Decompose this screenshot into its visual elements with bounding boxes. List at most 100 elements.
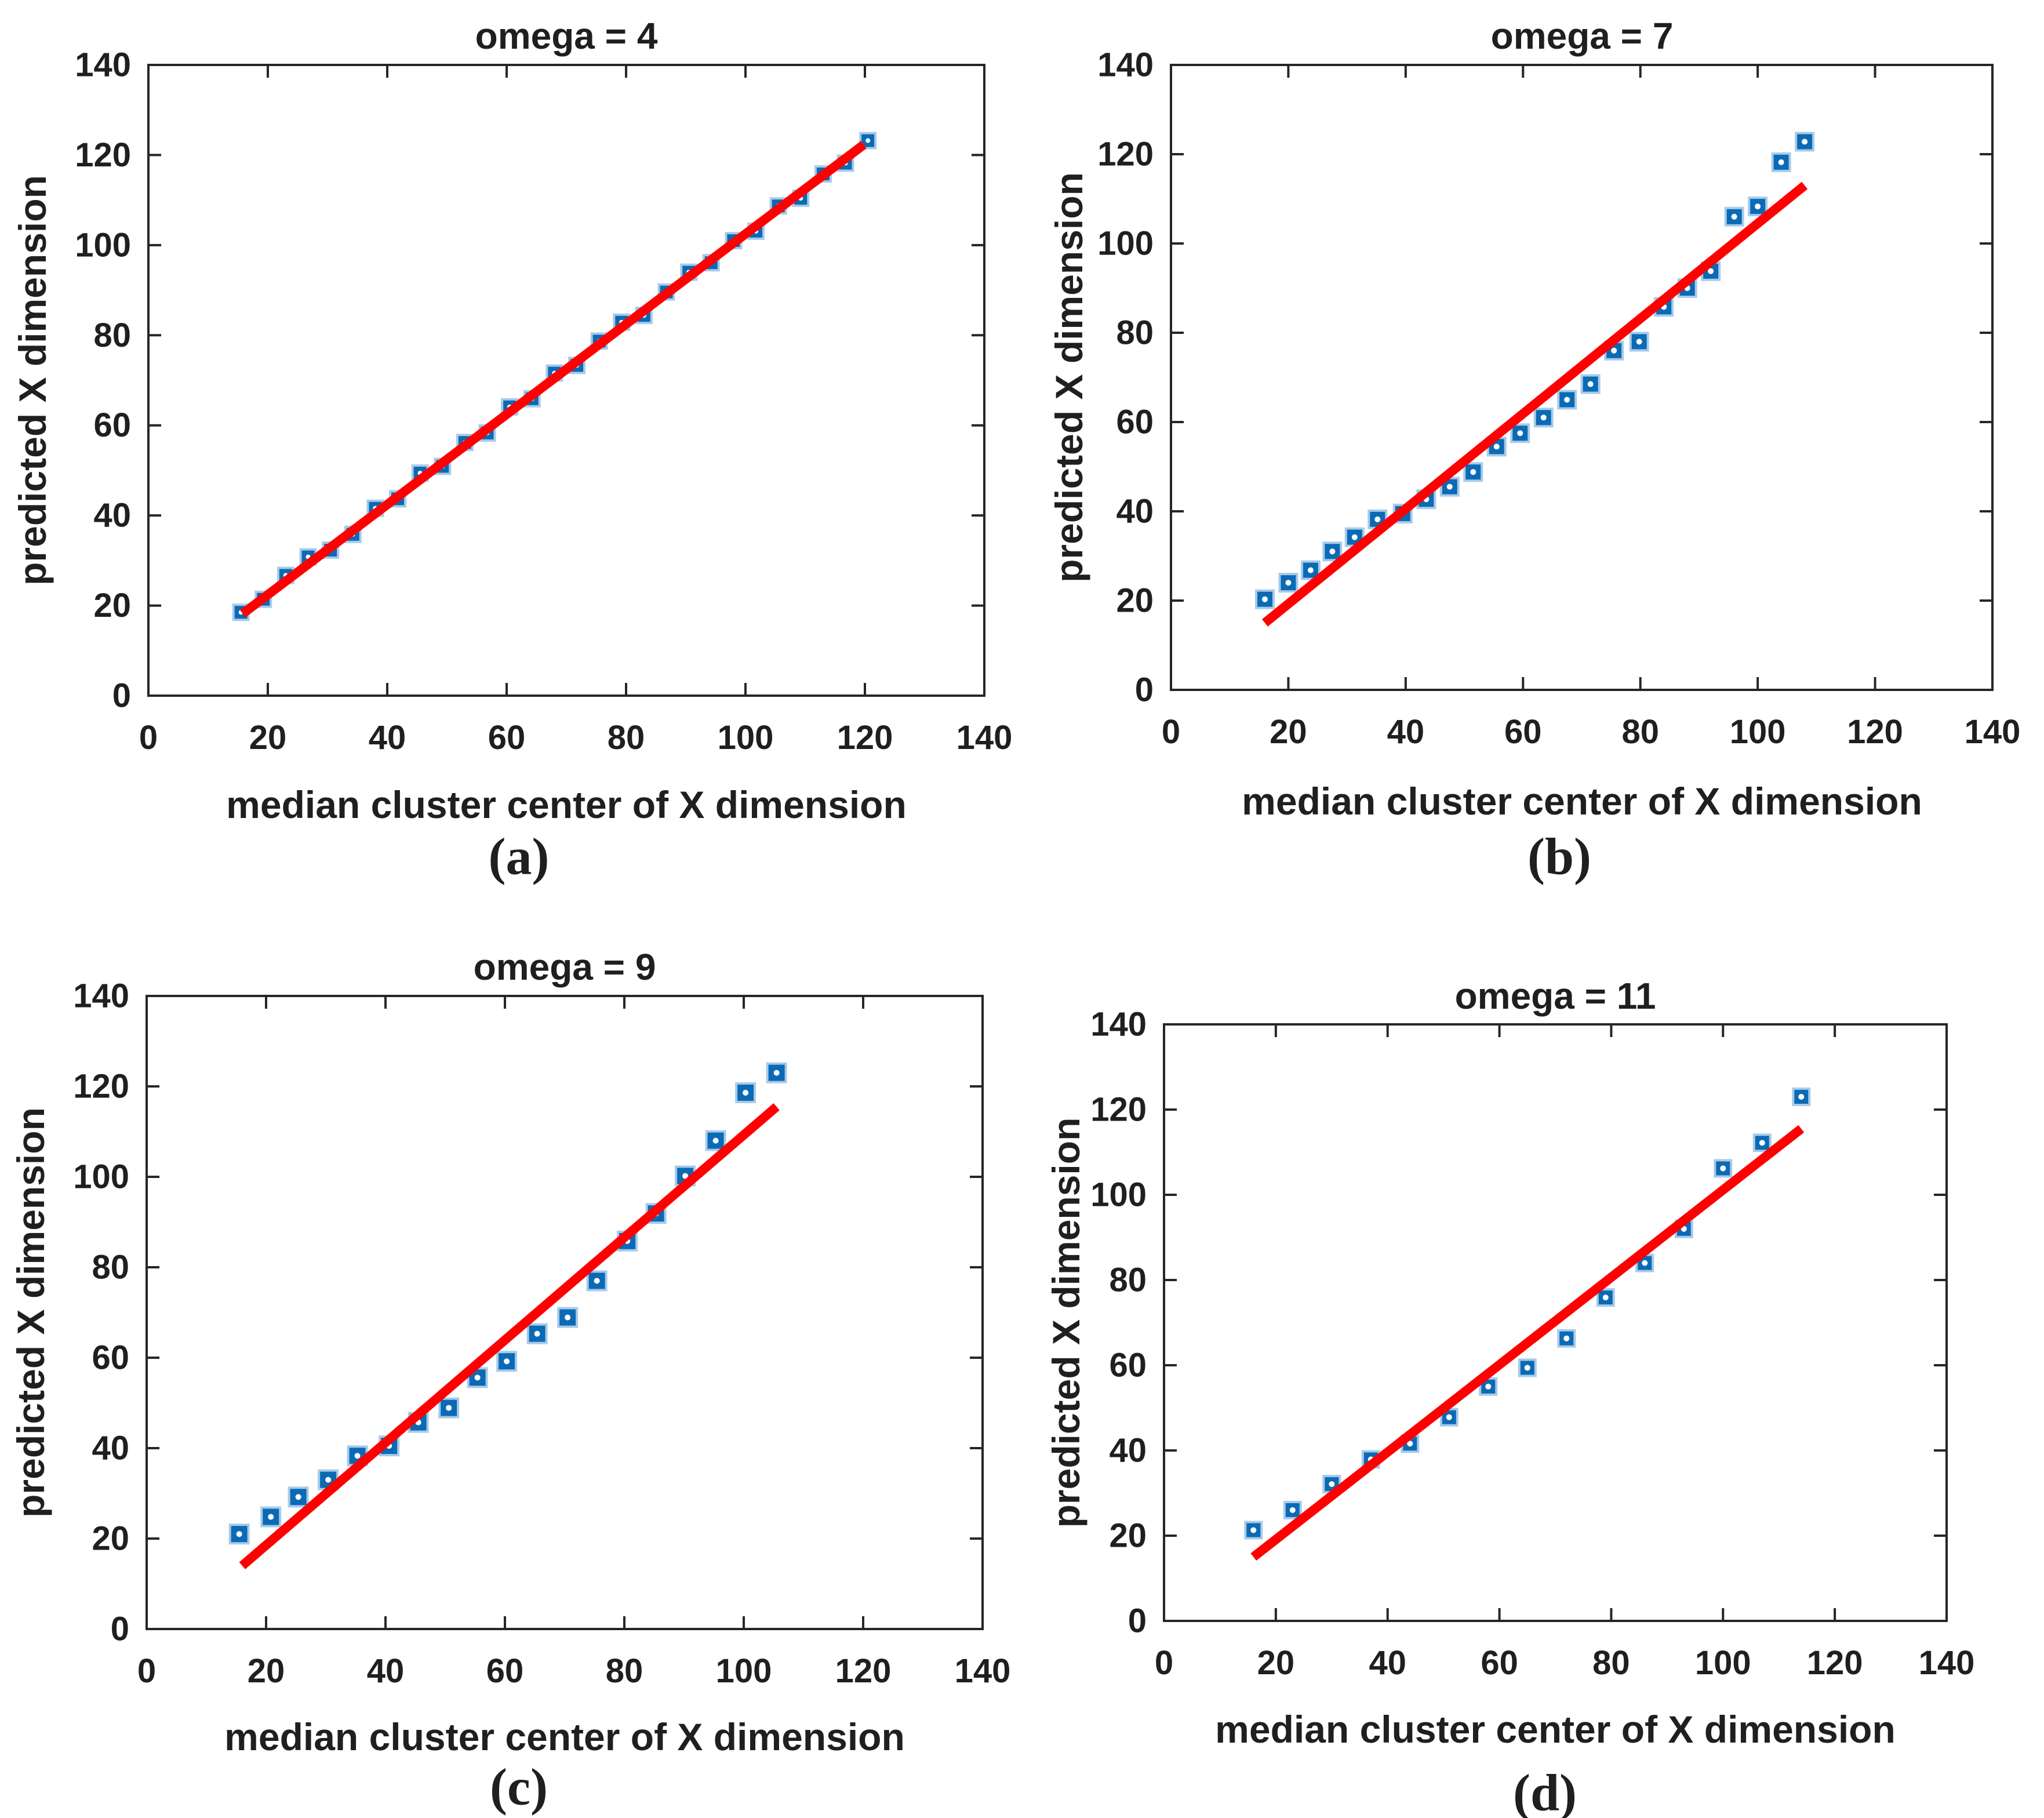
y-tick-label: 20 [1109, 1517, 1147, 1555]
scatter-point-center-dot [504, 1358, 510, 1365]
y-tick-label: 40 [92, 1430, 129, 1467]
scatter-point-center-dot [743, 1089, 749, 1096]
scatter-point-center-dot [1517, 430, 1523, 437]
y-tick-label: 20 [1116, 582, 1154, 620]
x-tick-label: 0 [139, 719, 158, 757]
y-tick-label: 100 [1090, 1176, 1147, 1214]
x-tick-label: 40 [1369, 1644, 1406, 1682]
x-tick-label: 120 [1847, 713, 1903, 751]
subfigure-caption: (c) [490, 1759, 548, 1816]
scatter-point-center-dot [1307, 567, 1314, 573]
scatter-point-center-dot [1636, 339, 1642, 345]
y-tick-label: 0 [111, 1610, 129, 1648]
x-tick-label: 80 [1621, 713, 1659, 751]
fit-line [1250, 1125, 1805, 1561]
y-tick-label: 60 [92, 1339, 129, 1377]
scatter-point-center-dot [1720, 1165, 1726, 1172]
y-tick-label: 80 [92, 1249, 129, 1286]
y-tick-label: 120 [1090, 1091, 1147, 1129]
axis-box [147, 64, 985, 697]
scatter-point-center-dot [534, 1330, 540, 1337]
scatter-point-center-dot [773, 1070, 780, 1076]
scatter-point-center-dot [325, 1477, 332, 1483]
x-tick-label: 20 [1270, 713, 1307, 751]
x-tick-label: 20 [249, 719, 287, 757]
subfigure-caption: (d) [1513, 1765, 1577, 1818]
x-tick-label: 100 [716, 1652, 772, 1690]
scatter-point-center-dot [1587, 381, 1594, 387]
scatter-point [1557, 390, 1577, 410]
chart-title: omega = 4 [475, 15, 658, 57]
x-tick-label: 80 [1592, 1644, 1630, 1682]
x-axis-label: median cluster center of X dimension [1242, 780, 1922, 823]
scatter-point-center-dot [1329, 548, 1336, 555]
y-tick-label: 140 [1097, 46, 1154, 84]
y-tick-label: 140 [75, 46, 131, 84]
x-axis-label: median cluster center of X dimension [226, 783, 907, 826]
scatter-point-center-dot [1611, 347, 1617, 354]
x-axis-label: median cluster center of X dimension [224, 1715, 905, 1758]
subfigure-caption: (a) [489, 828, 550, 886]
x-tick-label: 60 [488, 719, 526, 757]
axis-box [1170, 64, 1994, 691]
x-tick-label: 20 [248, 1652, 285, 1690]
x-tick-label: 120 [835, 1652, 892, 1690]
x-tick-label: 120 [1807, 1644, 1863, 1682]
scatter-point-center-dot [1407, 1441, 1413, 1447]
y-tick-label: 120 [75, 136, 131, 174]
scatter-point-center-dot [236, 1531, 242, 1537]
y-tick-label: 40 [1116, 493, 1154, 530]
scatter-point-center-dot [1250, 1527, 1257, 1533]
y-tick-label: 140 [1090, 1006, 1147, 1043]
x-tick-label: 80 [608, 719, 645, 757]
y-tick-label: 140 [73, 977, 129, 1015]
x-tick-label: 60 [486, 1652, 524, 1690]
chart-panel-c: 0 20 40 60 80 100 120 140 0 20 40 60 80 100 120 140 omeg… [9, 946, 1011, 1816]
scatter-point-center-dot [594, 1278, 600, 1284]
x-tick-label: 100 [1695, 1644, 1751, 1682]
scatter-point-center-dot [565, 1314, 571, 1321]
y-tick-label: 80 [93, 317, 131, 354]
scatter-point-center-dot [295, 1494, 301, 1500]
scatter-point-center-dot [1261, 596, 1268, 602]
x-tick-label: 0 [137, 1652, 156, 1690]
scatter-point-center-dot [268, 1514, 274, 1520]
y-tick-label: 120 [1097, 136, 1154, 173]
scatter-point-center-dot [1524, 1365, 1530, 1371]
scatter-point-center-dot [1708, 268, 1714, 274]
chart-panel-a: 0 20 40 60 80 100 120 140 0 20 40 60 80 100 120 140 omeg… [11, 15, 1012, 886]
subfigure-caption: (b) [1527, 828, 1591, 886]
chart-panel-d: 0 20 40 60 80 100 120 140 0 20 40 60 80 100 120 140 omeg… [1045, 975, 1975, 1818]
scatter-point [586, 1270, 608, 1292]
fit-line [239, 1103, 780, 1569]
y-tick-label: 0 [112, 677, 131, 715]
scatter-point-center-dot [1755, 203, 1761, 210]
scatter-point-center-dot [1351, 534, 1358, 540]
scatter-point-center-dot [1602, 1295, 1609, 1301]
x-tick-label: 100 [1730, 713, 1786, 751]
x-tick-label: 140 [955, 1652, 1011, 1690]
x-tick-label: 20 [1257, 1644, 1295, 1682]
y-tick-label: 80 [1116, 314, 1154, 352]
y-tick-label: 100 [75, 226, 131, 264]
scatter-point-center-dot [1642, 1260, 1648, 1266]
scatter-point-center-dot [1470, 469, 1476, 475]
x-tick-label: 100 [718, 719, 774, 757]
x-tick-label: 60 [1481, 1644, 1518, 1682]
scatter-point-center-dot [682, 1173, 689, 1179]
x-axis-label: median cluster center of X dimension [1215, 1708, 1896, 1751]
x-tick-label: 0 [1155, 1644, 1173, 1682]
scatter-point-center-dot [1285, 580, 1292, 586]
scatter-point-center-dot [354, 1453, 361, 1459]
y-tick-label: 120 [73, 1068, 129, 1106]
scatter-point-center-dot [1564, 397, 1570, 403]
x-tick-label: 40 [367, 1652, 405, 1690]
chart-panel-b: 0 20 40 60 80 100 120 140 0 20 40 60 80 100 120 140 omeg… [1048, 15, 2020, 886]
x-tick-label: 140 [1919, 1644, 1975, 1682]
scatter-point-center-dot [1493, 443, 1500, 450]
scatter-point-center-dot [865, 138, 871, 143]
scatter-point-center-dot [1374, 516, 1381, 522]
y-axis-label: predicted X dimension [11, 175, 54, 586]
scatter-point-center-dot [1563, 1335, 1570, 1341]
